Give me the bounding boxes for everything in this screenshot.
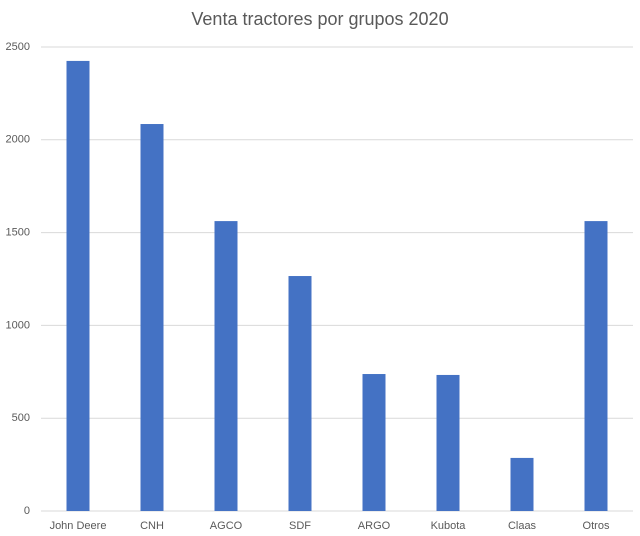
y-tick-label: 2500 [6, 41, 30, 53]
bar [66, 60, 90, 512]
y-tick-label: 2000 [6, 134, 30, 146]
y-tick-label: 1500 [6, 227, 30, 239]
x-tick-label: John Deere [50, 520, 107, 532]
x-tick-label: ARGO [358, 520, 391, 532]
bar [140, 124, 164, 512]
x-tick-label: Claas [508, 520, 537, 532]
y-tick-label: 1000 [6, 319, 30, 331]
y-tick-label: 0 [24, 505, 30, 517]
x-tick-label: Kubota [431, 520, 467, 532]
bar [288, 276, 312, 511]
x-tick-label: Otros [583, 520, 610, 532]
x-tick-label: SDF [289, 520, 311, 532]
x-tick-label: AGCO [210, 520, 243, 532]
y-tick-label: 500 [12, 412, 30, 424]
bar [510, 457, 534, 511]
bar [436, 374, 460, 511]
bar [214, 221, 238, 511]
bar [362, 374, 386, 511]
chart-title: Venta tractores por grupos 2020 [191, 9, 448, 29]
x-tick-label: CNH [140, 520, 164, 532]
bar [584, 221, 608, 511]
